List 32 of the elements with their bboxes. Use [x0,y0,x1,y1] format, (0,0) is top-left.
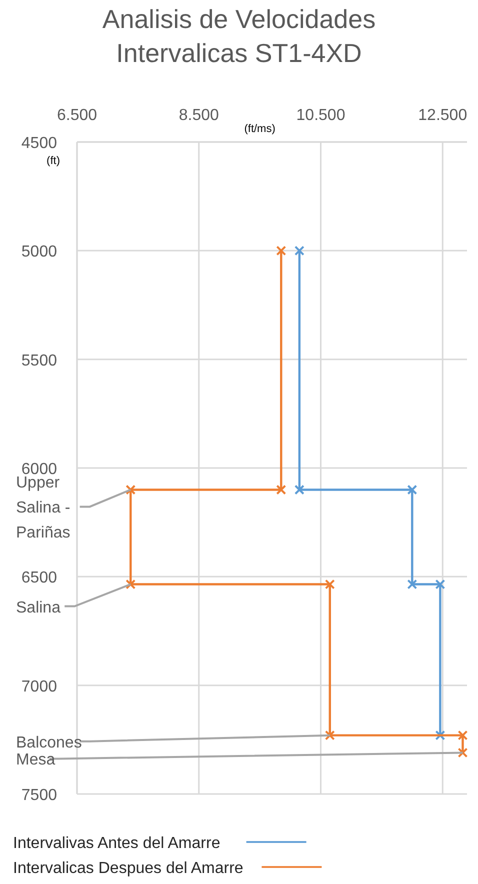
point [294,246,304,256]
x-tick-label: 8.500 [178,107,219,124]
annotation: Balcones [16,734,82,752]
y-tick-label: 7000 [21,678,58,696]
point [324,579,335,590]
point [324,730,335,740]
y-tick-label: 4500 [21,135,58,152]
point [458,730,468,740]
point [407,484,418,495]
x-tick-label: 12.500 [418,107,468,124]
point [407,579,418,590]
point [126,484,136,495]
point [458,748,468,758]
legend-label: Intervalivas Antes del Amarre [13,835,220,852]
y-tick-label: 5500 [21,352,58,370]
x-axis-title: (ft/ms) [244,123,276,135]
annotation: Mesa [16,752,56,769]
annotation: Salina [16,599,61,616]
point [435,730,446,740]
y-tick-label: 6500 [21,570,58,587]
legend-label: Intervalicas Despues del Amarre [13,860,244,877]
point [294,484,304,495]
chart-title: Analisis de Velocidades Intervalicas ST1-4XD [102,4,376,68]
x-tick-label: 6.500 [56,107,98,124]
point [276,246,286,256]
y-axis-title: (ft) [46,155,60,167]
y-tick-label: 5000 [21,244,58,261]
point [435,579,446,590]
x-tick-label: 10.500 [296,107,346,124]
point [276,484,286,495]
y-tick-label: 7500 [21,787,58,804]
point [126,579,136,590]
